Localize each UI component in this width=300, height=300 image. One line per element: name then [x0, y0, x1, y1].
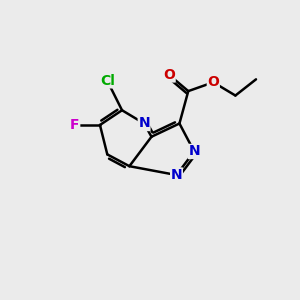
Text: O: O	[163, 68, 175, 82]
Text: N: N	[171, 168, 182, 182]
Text: N: N	[138, 116, 150, 130]
Text: N: N	[188, 145, 200, 158]
Text: O: O	[207, 75, 219, 89]
Text: Cl: Cl	[100, 74, 115, 88]
Text: F: F	[70, 118, 80, 132]
